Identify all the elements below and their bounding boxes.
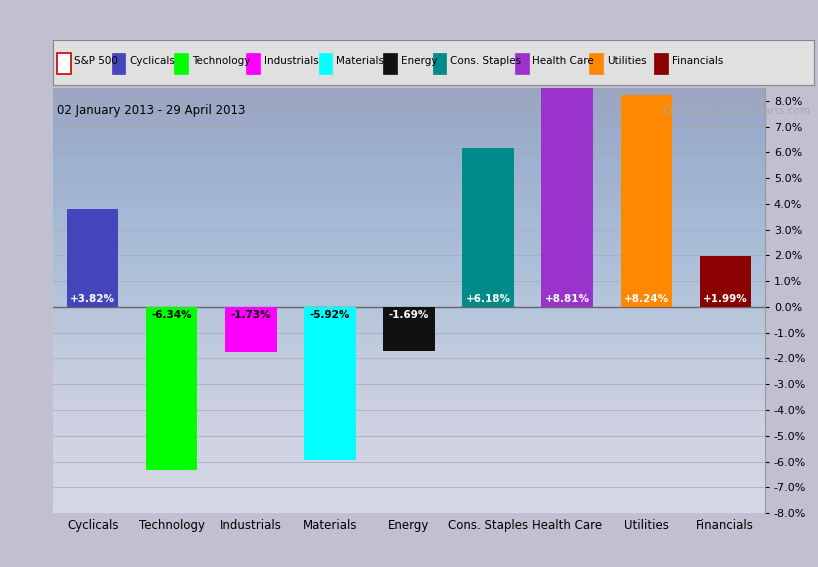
Bar	[304, 307, 356, 459]
Bar	[174, 53, 188, 74]
Text: -1.73%: -1.73%	[231, 310, 271, 320]
Text: 02 January 2013 - 29 April 2013: 02 January 2013 - 29 April 2013	[57, 104, 245, 117]
Text: Cons. Staples: Cons. Staples	[450, 57, 521, 66]
Bar	[319, 53, 332, 74]
Text: Materials: Materials	[336, 57, 384, 66]
Text: S&P 500: S&P 500	[74, 57, 119, 66]
Text: Financials: Financials	[672, 57, 723, 66]
Text: Energy: Energy	[401, 57, 438, 66]
Bar	[57, 53, 70, 74]
Bar	[654, 53, 667, 74]
Text: Copyright, StockCharts.com: Copyright, StockCharts.com	[663, 105, 810, 116]
Bar	[225, 307, 276, 352]
Bar	[621, 95, 672, 307]
Bar	[515, 53, 528, 74]
Text: Cyclicals: Cyclicals	[129, 57, 175, 66]
Text: +6.18%: +6.18%	[465, 294, 510, 304]
Bar	[433, 53, 447, 74]
Text: +3.82%: +3.82%	[70, 294, 115, 304]
Bar	[146, 307, 197, 471]
Text: Industrials: Industrials	[264, 57, 319, 66]
Bar	[590, 53, 603, 74]
Text: Health Care: Health Care	[533, 57, 594, 66]
Bar	[112, 53, 125, 74]
Text: +8.24%: +8.24%	[623, 294, 669, 304]
Bar	[246, 53, 260, 74]
Text: -6.34%: -6.34%	[151, 310, 192, 320]
Text: -1.69%: -1.69%	[389, 310, 429, 320]
Bar	[384, 307, 434, 350]
Bar	[542, 80, 593, 307]
Bar	[699, 256, 751, 307]
Bar	[384, 53, 397, 74]
Text: +1.99%: +1.99%	[703, 294, 748, 304]
Bar	[67, 209, 119, 307]
Text: Utilities: Utilities	[607, 57, 646, 66]
Text: Technology: Technology	[191, 57, 250, 66]
Bar	[462, 147, 514, 307]
Text: -5.92%: -5.92%	[310, 310, 350, 320]
Text: +8.81%: +8.81%	[545, 294, 590, 304]
